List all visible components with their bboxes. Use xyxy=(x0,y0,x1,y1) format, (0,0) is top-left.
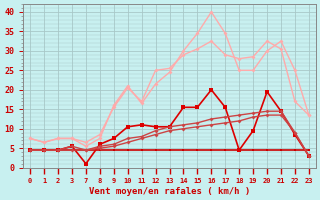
X-axis label: Vent moyen/en rafales ( km/h ): Vent moyen/en rafales ( km/h ) xyxy=(89,187,250,196)
